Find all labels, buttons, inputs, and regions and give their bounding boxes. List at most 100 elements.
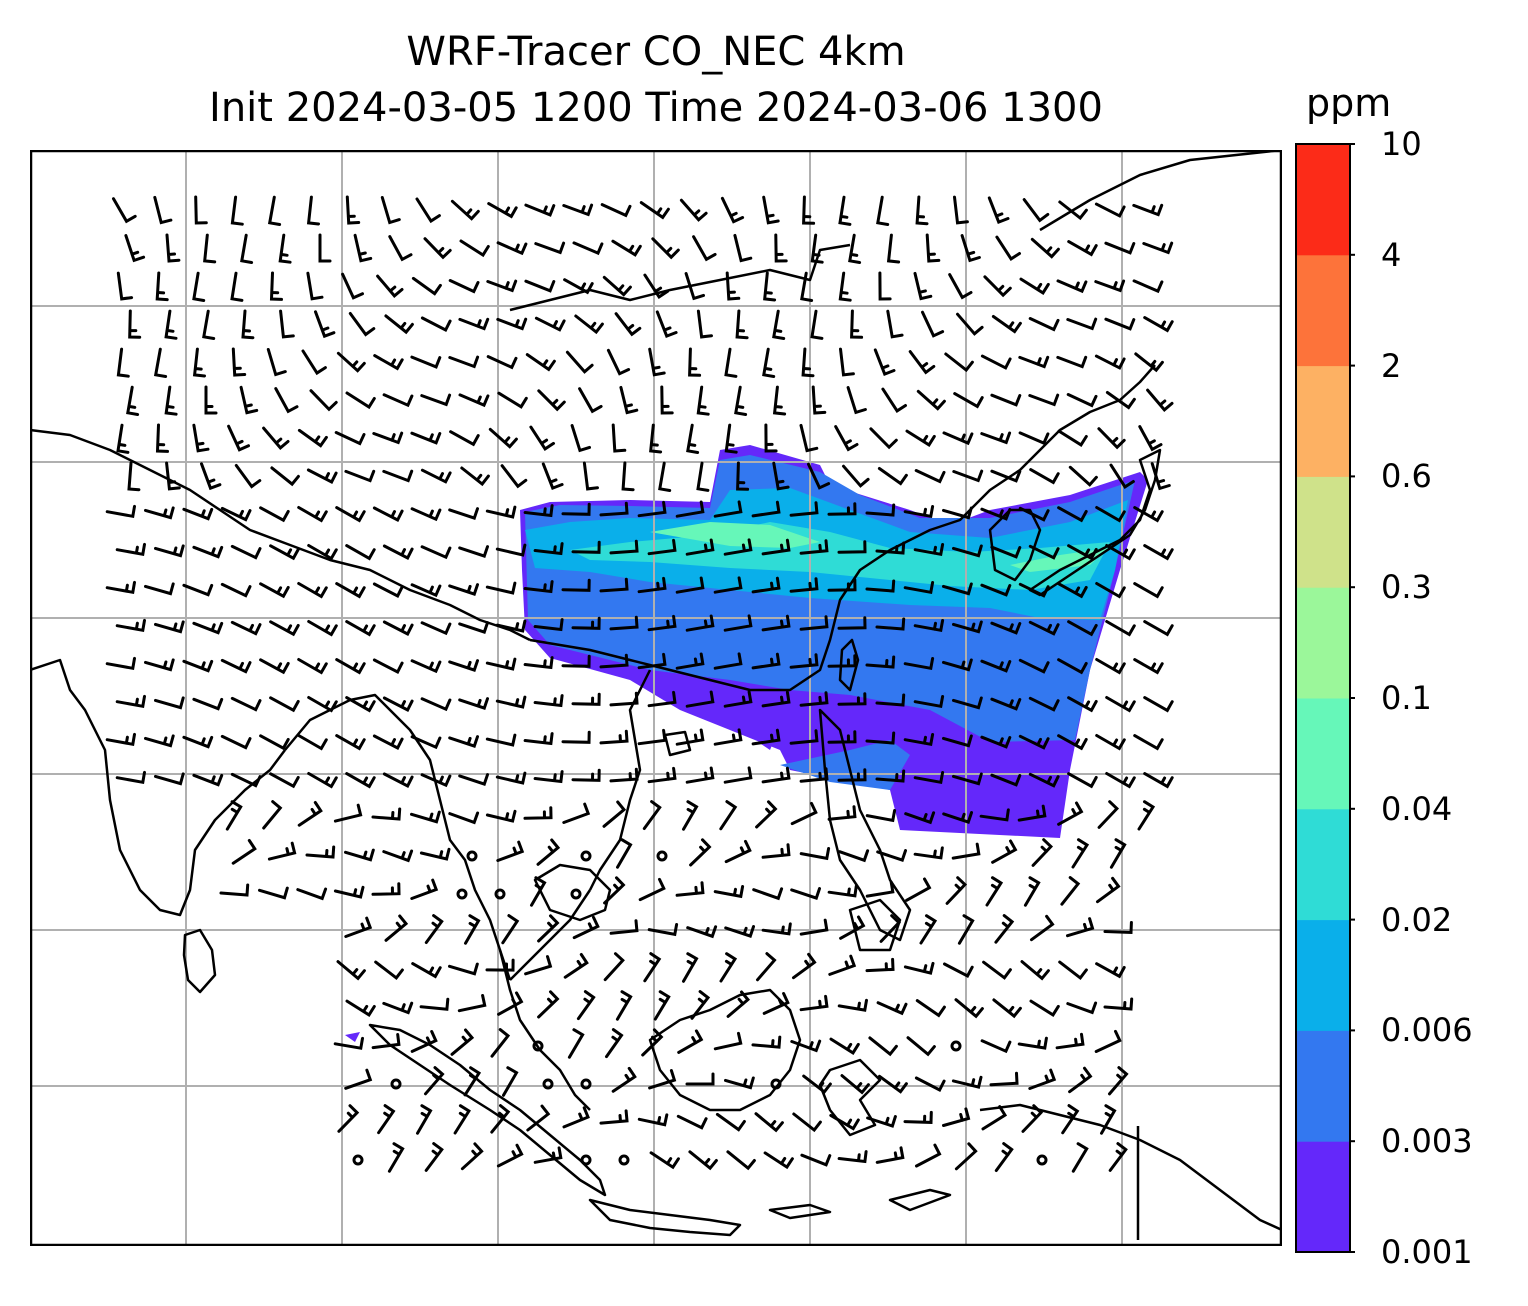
wind-barb — [1055, 1032, 1085, 1050]
wind-barb — [692, 235, 717, 262]
wind-barb — [660, 385, 674, 415]
wind-barb — [904, 811, 936, 825]
colorbar-band — [1296, 587, 1350, 699]
wind-barb — [774, 233, 788, 263]
wind-barb — [952, 696, 983, 710]
wind-barb — [344, 1068, 373, 1090]
wind-barb — [154, 696, 185, 710]
wind-barb — [724, 925, 755, 938]
wind-barb — [496, 840, 525, 862]
wind-barb — [638, 877, 666, 902]
map-panel — [30, 150, 1282, 1246]
wind-barb — [1056, 279, 1088, 294]
wind-barb — [144, 734, 175, 748]
wind-barb — [751, 728, 781, 746]
colorbar-tick-label: 0.04 — [1381, 789, 1453, 828]
wind-barb — [1095, 506, 1126, 523]
wind-barb — [258, 886, 289, 900]
wind-barb — [335, 506, 366, 523]
wind-barb — [382, 469, 414, 483]
wind-barb — [536, 838, 561, 866]
wind-barb — [713, 652, 743, 670]
wind-barb — [611, 1066, 637, 1093]
wind-barb — [827, 805, 857, 821]
wind-barb — [105, 504, 136, 519]
wind-barb — [411, 276, 442, 296]
wind-barb — [649, 1151, 680, 1170]
wind-barb — [301, 349, 327, 376]
wind-barb — [684, 272, 705, 301]
wind-barb — [419, 847, 451, 861]
wind-barb — [344, 848, 375, 862]
wind-barb — [567, 1028, 585, 1059]
wind-barb — [603, 952, 625, 982]
wind-barb — [980, 431, 1012, 445]
wind-barb — [269, 772, 300, 789]
wind-barb — [715, 1112, 746, 1132]
colorbar-band — [1296, 476, 1350, 588]
wind-barb — [643, 273, 669, 299]
wind-barb — [724, 1076, 755, 1090]
mindanao — [848, 898, 902, 952]
wind-barb — [990, 393, 1022, 407]
wind-barb — [655, 310, 678, 339]
wind-barb — [762, 992, 790, 1015]
wind-barb — [914, 1076, 946, 1093]
wind-barb — [886, 309, 904, 339]
wind-barb — [182, 659, 214, 673]
wind-barb — [537, 990, 560, 1019]
wind-barb — [954, 1142, 978, 1171]
wind-barb — [502, 1066, 519, 1097]
wind-barb — [420, 393, 452, 407]
colorbar-band — [1296, 808, 1350, 921]
wind-barb — [274, 387, 299, 414]
wind-barb — [925, 233, 941, 263]
wind-barb — [1067, 544, 1098, 561]
wind-barb — [876, 849, 907, 862]
wind-barb — [533, 694, 564, 708]
wind-barb — [878, 1074, 908, 1094]
wind-barb — [799, 423, 819, 453]
wind-barb — [561, 578, 591, 592]
wind-barb — [424, 914, 444, 944]
wind-barb — [1066, 1001, 1098, 1015]
wind-barb — [144, 658, 175, 672]
wind-barb — [637, 576, 667, 594]
wind-barb — [942, 658, 973, 672]
wind-barb — [382, 544, 414, 561]
wind-barb — [373, 354, 404, 371]
wind-barb — [154, 544, 185, 558]
wind-barb — [424, 1066, 445, 1096]
wind-barb — [1095, 734, 1126, 751]
wind-barb — [827, 578, 857, 592]
wind-barb — [259, 658, 290, 675]
wind-barb — [755, 800, 778, 829]
wind-barb — [942, 734, 973, 748]
wind-barb — [200, 462, 222, 491]
colorbar-unit-label: ppm — [1306, 81, 1392, 125]
wind-barb — [616, 838, 633, 869]
wind-barb — [382, 393, 414, 408]
wind-barb — [219, 883, 250, 897]
wind-barb — [799, 918, 829, 936]
wind-barb — [952, 544, 983, 558]
wind-barb — [524, 203, 556, 217]
wind-barb — [960, 234, 981, 263]
wind-barb — [724, 839, 752, 864]
wind-barb — [696, 309, 713, 339]
wind-barb — [297, 734, 328, 751]
wind-barb — [416, 1104, 433, 1135]
wind-barb — [994, 1142, 1014, 1172]
wind-barb — [1105, 620, 1136, 637]
wind-barb — [336, 351, 366, 373]
wind-barb — [866, 1115, 897, 1128]
wind-barb — [990, 773, 1022, 787]
wind-barb — [690, 990, 711, 1020]
wind-barb — [761, 922, 792, 936]
wind-barb — [541, 462, 564, 491]
wind-barb — [676, 1114, 708, 1130]
wind-barb — [1109, 463, 1135, 489]
wind-barb — [333, 1036, 364, 1050]
wind-barb — [382, 620, 414, 637]
korea — [988, 508, 1042, 582]
